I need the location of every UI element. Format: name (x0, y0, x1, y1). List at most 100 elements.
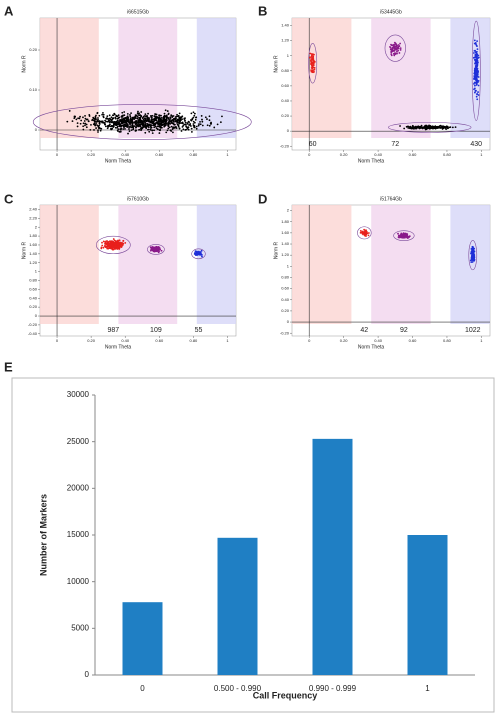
genotype-point (413, 126, 416, 129)
x-tick-label: 0.990 - 0.999 (309, 684, 357, 693)
genotype-point (399, 49, 402, 51)
genotype-point (195, 116, 198, 119)
genotype-point (142, 115, 145, 118)
genotype-point (438, 125, 441, 127)
genotype-point (390, 54, 393, 57)
genotype-point (216, 123, 219, 126)
genotype-point (122, 121, 125, 124)
genotype-point (475, 71, 477, 74)
genotype-point (184, 121, 187, 124)
genotype-point (80, 119, 83, 122)
genotype-point (167, 127, 170, 130)
genotype-point (116, 119, 119, 122)
cluster (471, 20, 481, 121)
genotype-point (393, 54, 396, 57)
cluster (388, 122, 472, 133)
genotype-point (447, 127, 450, 129)
genotype-point (114, 117, 117, 120)
genotype-point (394, 53, 397, 56)
genotype-point (121, 111, 124, 114)
genotype-point (208, 115, 211, 118)
genotype-point (117, 121, 120, 123)
zone-ab (371, 205, 431, 324)
y-tick-label: 2.40 (29, 207, 38, 212)
genotype-point (147, 126, 150, 129)
cluster (308, 43, 318, 84)
genotype-point (167, 122, 169, 125)
genotype-point (474, 62, 477, 65)
x-tick-label: 0.40 (374, 338, 383, 343)
genotype-point (213, 126, 216, 129)
genotype-point (402, 236, 405, 239)
genotype-point (359, 231, 362, 234)
cluster (357, 226, 372, 240)
genotype-point (476, 79, 478, 82)
genotype-point (84, 115, 86, 117)
genotype-point (475, 43, 477, 46)
genotype-point (399, 47, 402, 50)
genotype-point (449, 126, 452, 129)
genotype-point (476, 40, 479, 43)
genotype-point (149, 128, 152, 131)
genotype-point (178, 112, 181, 115)
genotype-point (393, 45, 396, 48)
zone-ab (118, 205, 178, 324)
genotype-point (159, 129, 162, 132)
genotype-point (131, 121, 133, 124)
y-tick-label: 1.20 (29, 260, 38, 265)
genotype-point (474, 91, 476, 94)
genotype-point (193, 114, 196, 117)
genotype-point (161, 120, 164, 122)
genotype-point (133, 121, 136, 124)
cluster (393, 230, 415, 241)
genotype-point (87, 120, 90, 123)
genotype-point (118, 245, 121, 247)
genotype-point (195, 127, 198, 130)
genotype-point (78, 117, 81, 120)
genotype-point (141, 127, 144, 130)
genotype-point (200, 115, 203, 117)
genotype-point (310, 57, 313, 60)
y-tick-label: 0.80 (281, 68, 290, 73)
genotype-point (363, 232, 365, 234)
genotype-point (177, 125, 180, 128)
genotype-point (173, 123, 176, 126)
genotype-point (102, 112, 104, 114)
genotype-point (474, 90, 477, 92)
genotype-point (148, 118, 150, 121)
x-tick-label: 0.20 (340, 338, 349, 343)
genotype-point (159, 119, 162, 122)
genotype-point (475, 68, 477, 71)
genotype-point (76, 125, 79, 128)
genotype-point (473, 39, 476, 42)
genotype-point (201, 120, 204, 123)
x-tick-label: 0 (56, 152, 59, 157)
genotype-point (82, 128, 85, 131)
genotype-point (113, 239, 116, 242)
genotype-point (137, 125, 140, 128)
genotype-point (129, 125, 132, 127)
genotype-point (157, 123, 160, 125)
genotype-point (473, 88, 475, 91)
genotype-point (395, 50, 398, 53)
genotype-point (172, 131, 174, 134)
genotype-point (127, 116, 130, 119)
genotype-point (470, 257, 473, 260)
genotype-point (97, 131, 99, 133)
genotype-point (153, 126, 156, 129)
genotype-point (158, 114, 161, 117)
y-tick-label: 0.10 (29, 87, 38, 92)
genotype-point (154, 123, 156, 126)
genotype-point (442, 127, 445, 130)
genotype-point (110, 116, 113, 119)
genotype-point (96, 124, 99, 127)
genotype-point (126, 124, 128, 127)
y-tick-label: 1.40 (29, 251, 38, 256)
genotype-point (135, 122, 138, 125)
genotype-point (169, 129, 172, 132)
genotype-point (95, 127, 97, 129)
genotype-point (365, 235, 367, 237)
genotype-point (164, 109, 167, 112)
genotype-point (153, 117, 156, 120)
genotype-point (476, 62, 478, 65)
